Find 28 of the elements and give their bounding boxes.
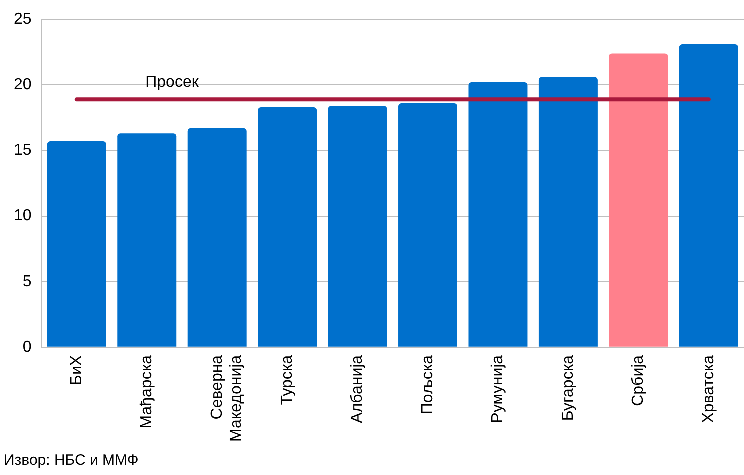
y-tick-label: 5	[22, 273, 32, 290]
bar	[398, 104, 458, 347]
y-tick-label: 20	[14, 76, 32, 94]
bar	[118, 134, 177, 347]
x-tick-label: Турска	[278, 355, 296, 406]
y-tick-label: 0	[22, 338, 32, 356]
bar	[468, 82, 528, 347]
bar	[188, 128, 247, 347]
ref-line-label: Просек	[146, 74, 200, 91]
x-tick-label: Пољска	[419, 355, 436, 415]
y-tick-label: 10	[14, 208, 32, 225]
text: Извор: НБС и ММФ	[4, 452, 139, 469]
bar	[328, 106, 388, 347]
bar	[538, 77, 598, 347]
bar	[258, 107, 318, 347]
bar	[679, 44, 738, 347]
x-tick-label: БиХ	[68, 355, 86, 386]
bar	[47, 142, 106, 347]
x-tick-label: Румунија	[490, 355, 507, 424]
x-tick-label: Хрватска	[700, 355, 718, 424]
y-tick-label: 15	[14, 142, 32, 160]
x-tick-label: Бугарска	[560, 355, 577, 422]
bar	[609, 54, 668, 347]
x-tick-label: Северна Македонија	[208, 355, 245, 442]
x-tick-label: Србија	[630, 355, 648, 406]
y-tick-label: 25	[14, 11, 32, 28]
x-tick-label: Албанија	[349, 355, 366, 424]
x-tick-label: Мађарска	[138, 355, 156, 429]
